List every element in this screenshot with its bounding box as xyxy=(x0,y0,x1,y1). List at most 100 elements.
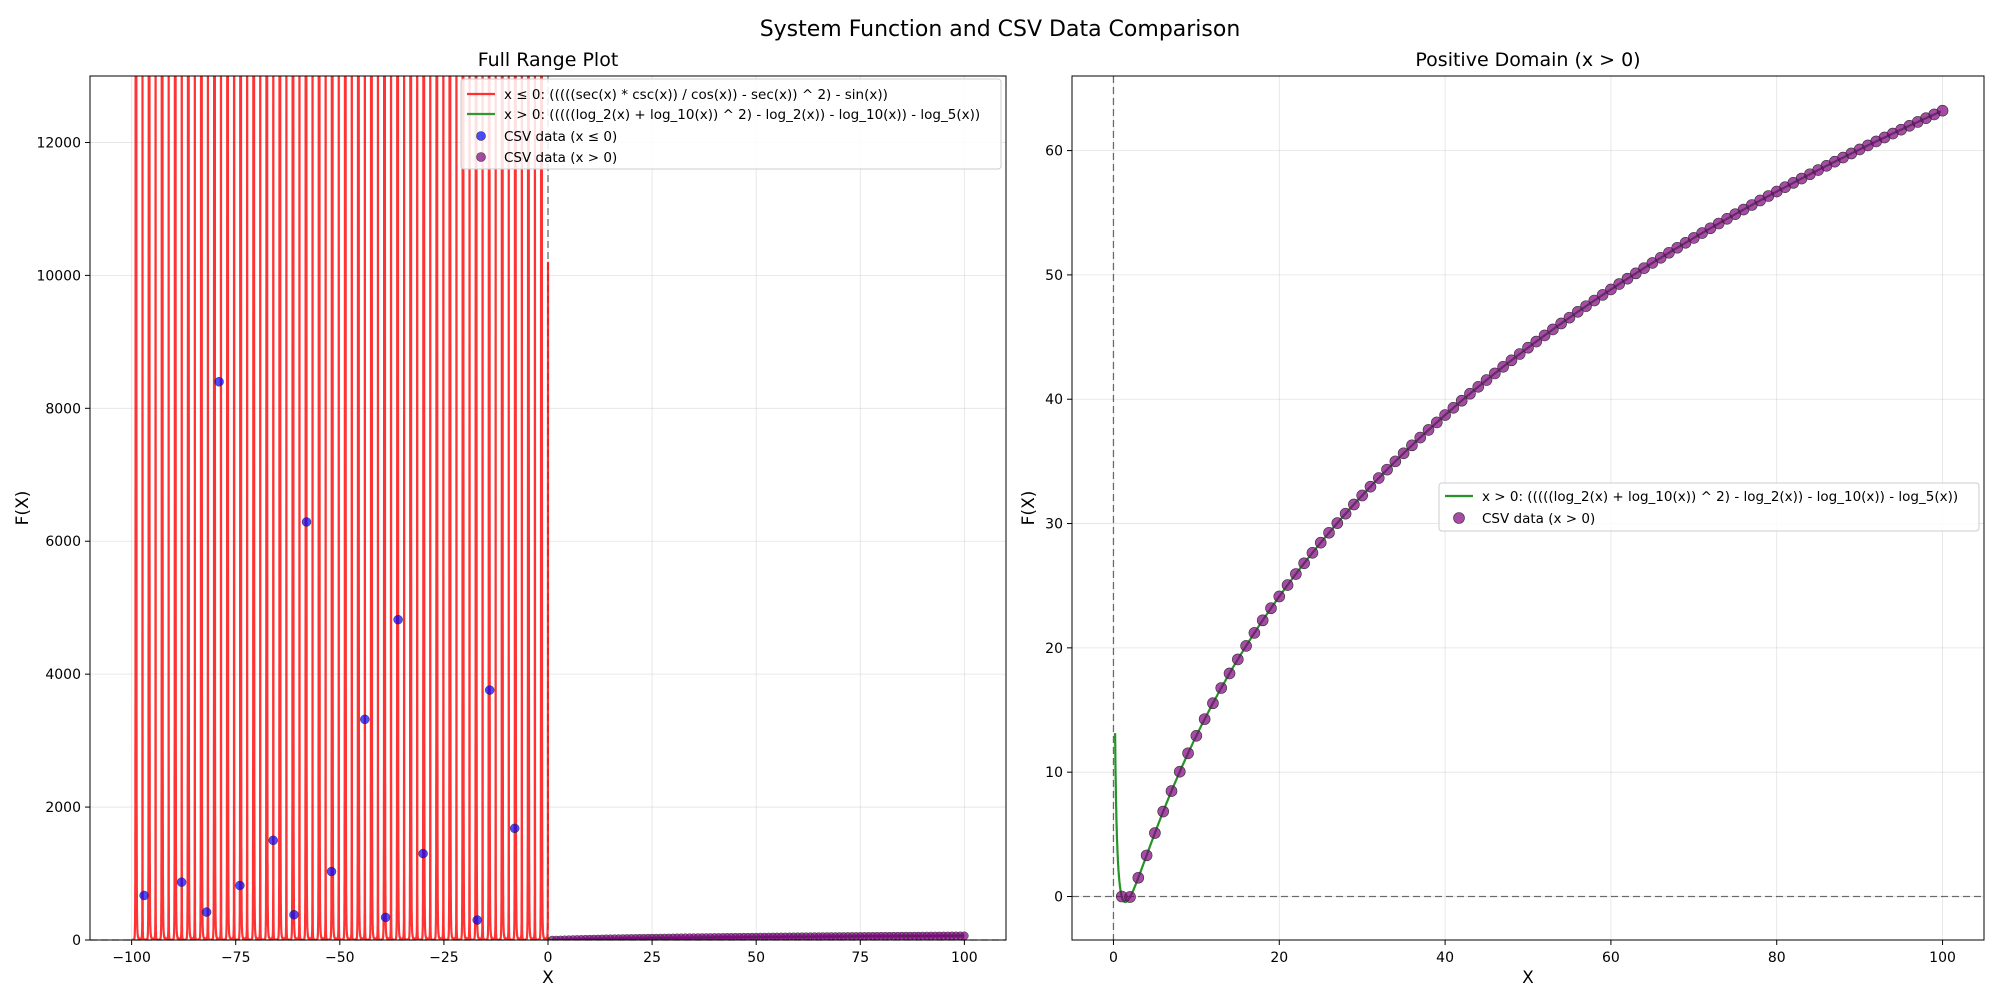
scatter-point-pos-right xyxy=(1513,348,1526,360)
scatter-point-pos-right xyxy=(1389,455,1402,468)
scatter-point-pos-right xyxy=(1505,354,1518,367)
scatter-point-pos-right xyxy=(1132,871,1145,884)
legend-label-pos-points: CSV data (x > 0) xyxy=(504,150,617,166)
legend-label-pos-line: x > 0: (((((log_2(x) + log_10(x)) ^ 2) -… xyxy=(504,107,980,123)
scatter-point-pos-right xyxy=(1306,547,1319,559)
scatter-point-neg xyxy=(393,614,403,625)
xtick-label: 80 xyxy=(1768,950,1786,966)
scatter-point-pos-right xyxy=(1613,278,1625,290)
scatter-point-neg xyxy=(268,835,278,846)
xtick-label: 40 xyxy=(1436,950,1454,966)
scatter-point-pos-right xyxy=(1265,602,1277,615)
scatter-point-neg xyxy=(326,866,337,877)
scatter-point-pos-right xyxy=(1646,257,1659,269)
scatter-point-pos-right xyxy=(1381,463,1393,476)
scatter-point-neg xyxy=(418,848,428,859)
legend-label-pos-line-right: x > 0: (((((log_2(x) + log_10(x)) ^ 2) -… xyxy=(1482,489,1958,505)
scatter-point-neg xyxy=(301,517,312,527)
ytick-label: 6000 xyxy=(45,534,81,550)
scatter-point-pos-right xyxy=(1348,498,1360,511)
scatter-point-pos-right xyxy=(1464,387,1476,400)
scatter-point-neg xyxy=(484,685,495,695)
scatter-point-pos-right xyxy=(1422,424,1435,436)
ytick-label: 40 xyxy=(1045,392,1063,408)
scatter-point-pos-right xyxy=(1198,713,1211,725)
scatter-point-pos-right xyxy=(1571,306,1584,318)
scatter-point-pos-right xyxy=(1563,311,1576,324)
scatter-point-neg xyxy=(201,907,212,917)
scatter-point-pos xyxy=(960,931,969,940)
scatter-point-pos-right xyxy=(1182,747,1194,760)
panel-title-left: Full Range Plot xyxy=(478,49,619,71)
scatter-point-pos-right xyxy=(1414,431,1427,444)
scatter-point-neg xyxy=(289,909,299,920)
legend-swatch-neg-points xyxy=(476,131,486,141)
xtick-label: 100 xyxy=(1929,950,1956,966)
scatter-point-pos-right xyxy=(1596,289,1609,301)
xtick-label: −100 xyxy=(112,950,150,966)
scatter-point-pos-right xyxy=(1207,697,1219,710)
legend-swatch-pos-points-right xyxy=(1453,512,1465,524)
scatter-point-neg xyxy=(139,890,149,901)
xtick-label: 0 xyxy=(544,950,553,966)
xtick-label: 0 xyxy=(1109,950,1118,966)
positive-domain-plot: 0 20 40 60 80 100 0 10 20 30 40 50 60 Positive Domai… xyxy=(1019,49,1985,988)
legend-box-left xyxy=(460,78,1002,170)
scatter-point-pos-right xyxy=(1273,590,1286,603)
scatter-point-pos-right xyxy=(1936,104,1949,117)
scatter-point-pos-right xyxy=(1555,317,1567,330)
series-points-neg xyxy=(139,376,520,925)
ytick-label: 60 xyxy=(1045,144,1063,160)
ytick-label: 8000 xyxy=(45,401,81,417)
xtick-label: 60 xyxy=(1602,950,1620,966)
scatter-point-pos-right xyxy=(1480,374,1493,386)
legend-left: x ≤ 0: (((((sec(x) * csc(x)) / cos(x)) -… xyxy=(460,78,1002,170)
scatter-point-pos-right xyxy=(1173,765,1186,778)
ytick-label: 12000 xyxy=(36,135,81,151)
ytick-label: 2000 xyxy=(45,800,81,816)
scatter-point-pos-right xyxy=(1638,262,1650,274)
scatter-point-neg xyxy=(509,823,520,834)
legend-box-right xyxy=(1438,482,1980,532)
scatter-point-pos-right xyxy=(1232,653,1244,666)
scatter-point-pos-right xyxy=(1165,785,1178,797)
scatter-point-pos-right xyxy=(1580,300,1592,312)
scatter-point-pos-right xyxy=(1372,472,1385,484)
scatter-point-pos-right xyxy=(1547,323,1559,336)
scatter-point-pos-right xyxy=(1323,526,1335,539)
scatter-point-pos-right xyxy=(1522,341,1534,354)
scatter-point-pos-right xyxy=(1124,891,1136,903)
ytick-label: 20 xyxy=(1045,641,1063,657)
scatter-point-pos-right xyxy=(1140,849,1153,862)
scatter-point-neg xyxy=(380,912,391,923)
scatter-point-pos-right xyxy=(1331,517,1344,529)
scatter-point-pos-right xyxy=(1190,729,1203,742)
series-points-pos-right xyxy=(1115,104,1949,903)
xtick-label: 25 xyxy=(643,950,661,966)
series-points-pos-left xyxy=(547,931,969,940)
ylabel-right: F(X) xyxy=(1019,491,1039,526)
ytick-label: 10000 xyxy=(36,268,81,284)
scatter-point-pos-right xyxy=(1281,579,1294,591)
scatter-point-neg xyxy=(214,376,224,387)
figure-title: System Function and CSV Data Comparison xyxy=(760,17,1241,42)
data-layer-left xyxy=(131,76,969,940)
scatter-point-pos-right xyxy=(1290,568,1302,580)
scatter-point-pos-right xyxy=(1406,439,1418,452)
scatter-point-pos-right xyxy=(1605,283,1617,296)
scatter-point-pos-right xyxy=(1439,409,1451,421)
xtick-label: −25 xyxy=(429,950,459,966)
scatter-point-pos-right xyxy=(1497,361,1509,373)
xlabel-right: X xyxy=(1522,968,1534,988)
scatter-point-pos-right xyxy=(1629,267,1642,280)
xtick-label: 20 xyxy=(1270,950,1288,966)
ytick-label: 0 xyxy=(72,933,81,949)
scatter-point-pos-right xyxy=(1489,367,1501,380)
xlabel-left: X xyxy=(542,968,554,988)
scatter-point-pos-right xyxy=(1588,294,1601,307)
xtick-label: −50 xyxy=(325,950,355,966)
scatter-point-pos-right xyxy=(1447,402,1460,414)
scatter-point-pos-right xyxy=(1472,381,1485,393)
scatter-point-pos-right xyxy=(1431,416,1443,429)
xtick-label: 50 xyxy=(747,950,765,966)
